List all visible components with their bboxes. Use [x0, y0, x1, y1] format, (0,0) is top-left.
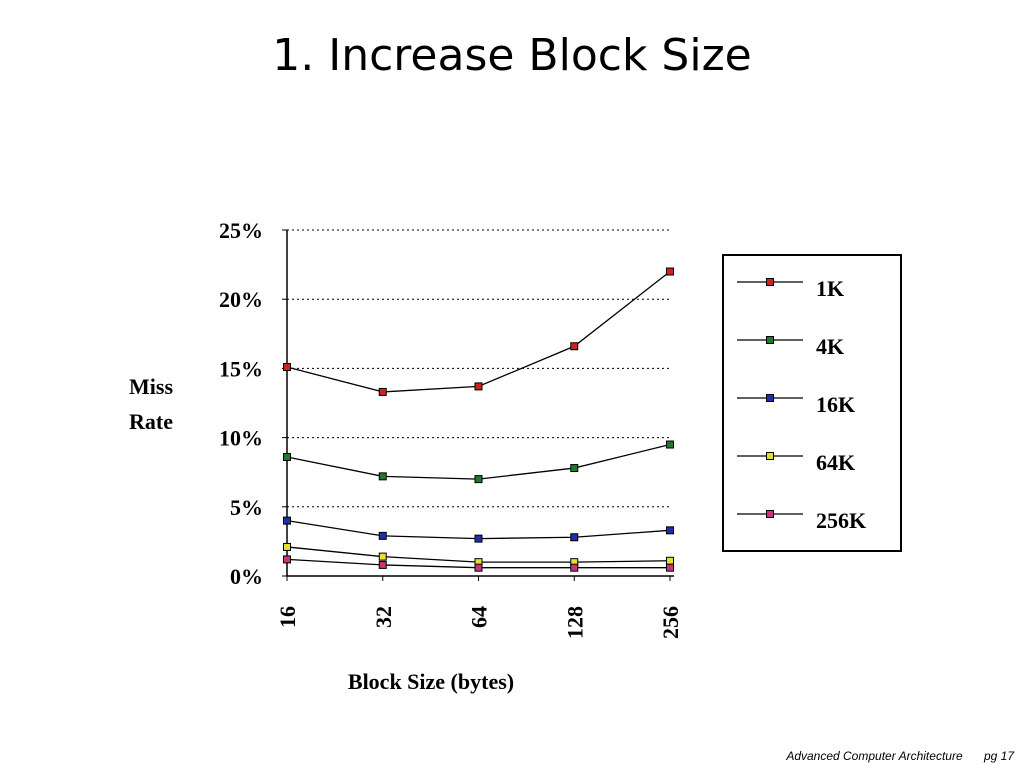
y-tick-label: 15% — [219, 356, 263, 381]
data-point — [378, 552, 387, 561]
x-tick-label: 128 — [562, 606, 587, 639]
legend-swatch-marker — [766, 510, 774, 518]
footer-page: pg 17 — [983, 749, 1014, 763]
legend-label: 256K — [816, 508, 866, 533]
series-lines — [283, 267, 674, 572]
y-tick-label: 20% — [219, 287, 263, 312]
grid-lines — [287, 229, 672, 508]
y-tick-label: 0% — [230, 564, 263, 589]
series-line — [286, 443, 671, 480]
legend-swatch-marker — [766, 278, 774, 286]
x-tick-label: 256 — [658, 606, 683, 639]
x-tick-label: 32 — [371, 606, 396, 628]
data-point — [474, 475, 483, 484]
legend-swatch-marker — [766, 394, 774, 402]
data-point — [666, 556, 674, 565]
x-axis-title: Block Size (bytes) — [348, 669, 514, 694]
data-point — [283, 555, 291, 564]
data-point — [378, 560, 387, 569]
data-point — [283, 516, 291, 525]
data-point — [570, 533, 579, 542]
data-point — [474, 382, 483, 391]
legend-label: 64K — [816, 450, 855, 475]
legend-label: 1K — [816, 276, 844, 301]
footer-course: Advanced Computer Architecture — [786, 749, 963, 763]
data-point — [666, 563, 674, 572]
x-tick-label: 16 — [275, 606, 300, 628]
x-tick-label: 64 — [467, 606, 492, 628]
y-axis-title-line-1: Miss — [129, 374, 173, 399]
data-point — [474, 563, 483, 572]
footer: Advanced Computer Architecture pg 17 — [768, 749, 1014, 763]
data-point — [666, 440, 674, 449]
legend-box — [722, 254, 902, 552]
data-point — [570, 563, 579, 572]
legend-label: 4K — [816, 334, 844, 359]
axes — [282, 229, 674, 581]
legend: 1K 4K 16K 64K 256K — [722, 254, 902, 552]
data-point — [378, 531, 387, 540]
legend-label: 16K — [816, 392, 855, 417]
slide-title: 1. Increase Block Size — [272, 30, 752, 81]
data-point — [666, 267, 674, 276]
data-point — [283, 452, 291, 461]
data-point — [570, 342, 579, 351]
legend-swatch-marker — [766, 452, 774, 460]
data-point — [283, 542, 291, 551]
x-tick-labels: 16 32 64 128 256 — [275, 606, 683, 639]
data-point — [378, 472, 387, 481]
data-point — [474, 534, 483, 543]
data-point — [378, 387, 387, 396]
data-point — [570, 464, 579, 473]
legend-swatch-marker — [766, 336, 774, 344]
y-tick-label: 5% — [230, 495, 263, 520]
data-point — [666, 526, 674, 535]
data-point — [283, 363, 291, 372]
y-axis-title-line-2: Rate — [129, 409, 173, 434]
series-line — [286, 271, 671, 393]
y-tick-label: 25% — [219, 218, 263, 243]
y-tick-labels: 0% 5% 10% 15% 20% 25% — [219, 218, 263, 589]
y-tick-label: 10% — [219, 426, 263, 451]
